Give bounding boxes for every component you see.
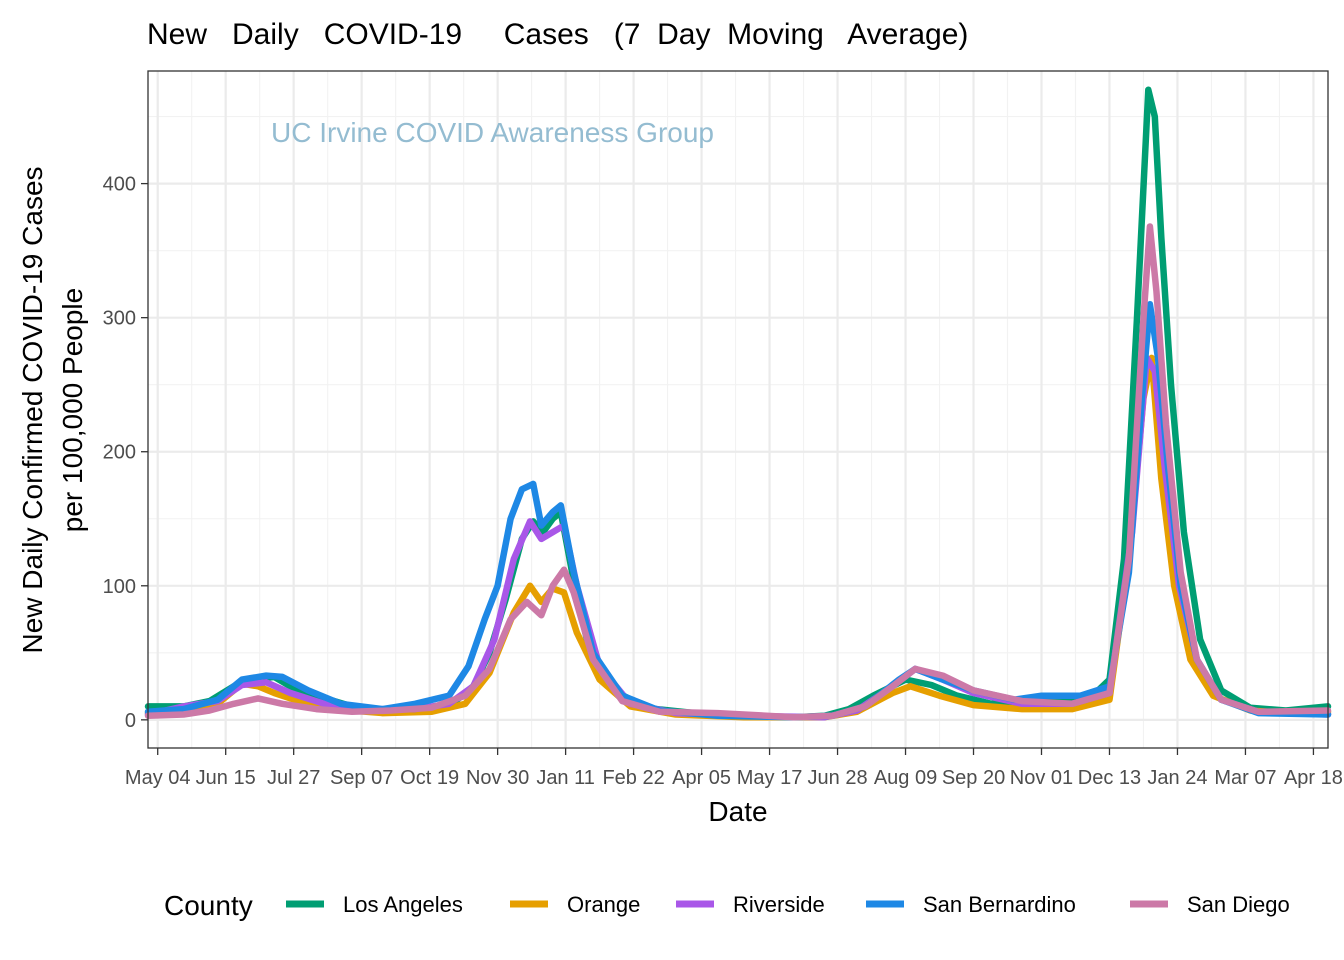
x-tick-label: May 17 [737,767,803,789]
x-tick-label: Sep 20 [942,767,1005,789]
x-tick-label: Feb 22 [602,767,664,789]
series-layer [144,86,1332,721]
chart-title: New Daily COVID-19 Cases (7 Day Moving A… [147,18,968,51]
x-tick-label: Nov 30 [466,767,529,789]
legend-label: Los Angeles [343,892,463,917]
y-axis: 0 100 200 300 400 [103,174,148,732]
x-tick-label: Nov 01 [1010,767,1073,789]
y-tick-label: 200 [103,442,136,464]
plot-background [148,71,1328,748]
x-tick-label: Jan 11 [536,767,595,789]
y-tick-label: 300 [103,308,136,330]
y-axis-label-line-2: per 100,000 People [57,288,88,532]
series-line-san-diego [144,223,1332,721]
x-tick-label: Sep 07 [330,767,393,789]
legend-label: Orange [567,892,640,917]
x-tick-label: May 04 [125,767,191,789]
x-tick-label: Jun 15 [196,767,256,789]
x-axis-label: Date [708,796,767,827]
y-tick-label: 0 [125,710,136,732]
x-tick-label: Jun 28 [808,767,868,789]
x-tick-label: Jul 27 [267,767,320,789]
x-tick-label: Dec 13 [1078,767,1141,789]
x-tick-label: Apr 18 [1284,767,1343,789]
y-axis-label-line-1: New Daily Confirmed COVID-19 Cases [17,166,48,653]
x-tick-label: Apr 05 [672,767,731,789]
watermark-text: UC Irvine COVID Awareness Group [271,117,714,148]
x-tick-label: Aug 09 [874,767,937,789]
plot-border [147,70,1329,749]
legend-title: County [164,890,253,921]
legend: County Los Angeles Orange Riverside San Ber… [164,890,1290,921]
grid-major [148,71,1328,748]
x-tick-label: Oct 19 [400,767,459,789]
y-tick-label: 100 [103,576,136,598]
x-tick-label: Jan 24 [1147,767,1207,789]
x-tick-label: Mar 07 [1214,767,1276,789]
legend-label: San Bernardino [923,892,1076,917]
y-tick-label: 400 [103,174,136,196]
legend-label: San Diego [1187,892,1290,917]
legend-label: Riverside [733,892,825,917]
x-axis: May 04 Jun 15 Jul 27 Sep 07 Oct 19 Nov 30 Jan … [125,748,1343,789]
